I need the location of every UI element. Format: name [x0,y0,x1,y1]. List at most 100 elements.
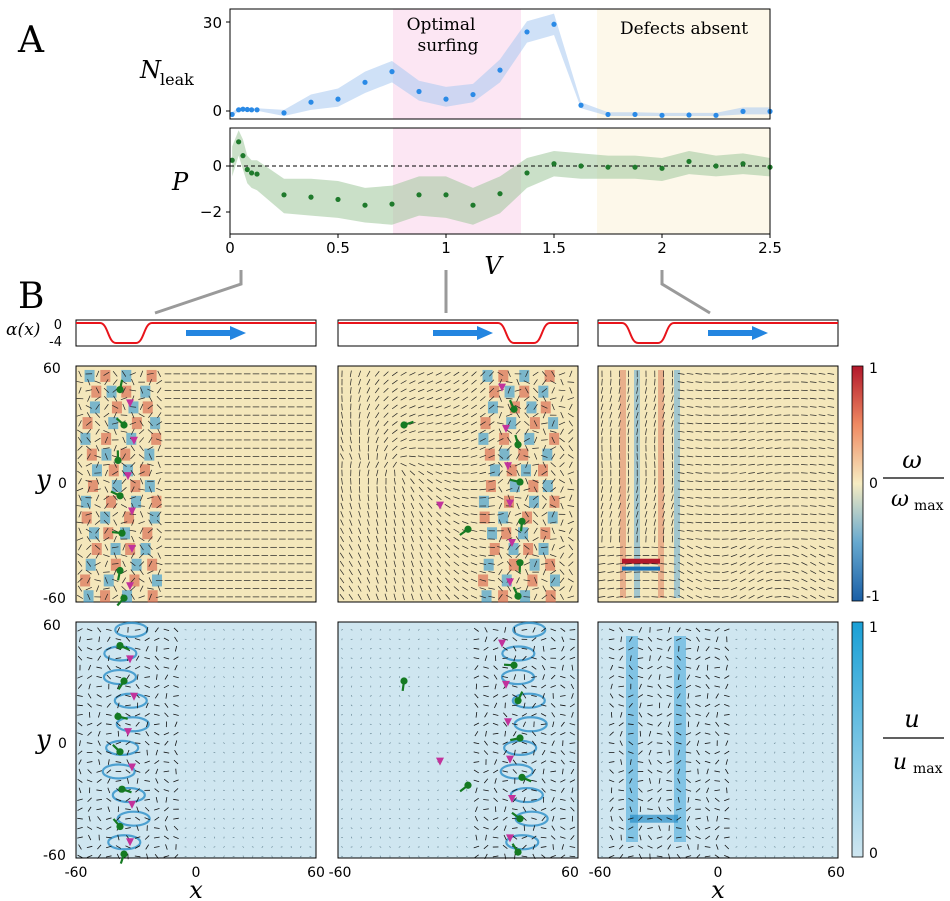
velocity-arrow [223,817,225,820]
velocity-arrow [261,808,264,811]
director-line [748,472,755,474]
director-line [139,569,144,576]
director-line [568,569,573,576]
director-line [550,462,556,468]
p-point [244,166,250,173]
velocity-arrow [764,808,766,811]
velocity-arrow [194,629,197,631]
director-line [532,413,539,418]
director-line [488,387,495,393]
director-line [818,570,826,574]
director-line [523,455,531,458]
director-line [739,488,747,491]
velocity-arrow [427,638,430,640]
velocity-arrow [309,647,312,650]
director-line [384,577,388,584]
director-line [678,545,685,550]
velocity-arrow [657,759,663,765]
vorticity-patch [106,495,116,508]
director-line [419,593,423,601]
director-line [644,511,648,518]
director-line [507,527,511,534]
director-line [122,544,126,551]
director-line [818,414,826,416]
minus-half-defect [128,507,136,516]
director-line [148,453,153,460]
director-line [818,447,826,450]
velocity-arrow [706,787,709,794]
director-line [122,436,126,444]
velocity-arrow [656,836,663,839]
director-line [721,562,729,565]
velocity-arrow [735,723,738,725]
director-line [757,529,764,532]
velocity-arrow [675,723,682,726]
velocity-arrow [163,807,169,812]
director-line [818,562,826,566]
velocity-colorbar: 1 0 u u max [851,620,944,862]
velocity-arrow [144,676,151,678]
director-line [479,530,487,532]
director-line [809,455,817,458]
velocity-arrow [608,722,615,726]
velocity-arrow [77,807,83,811]
director-line [409,447,416,449]
velocity-arrow [341,685,343,688]
director-line [567,536,574,542]
vorticity-patch [487,527,498,540]
director-line [112,503,118,509]
director-line [453,545,460,550]
velocity-arrow [173,731,179,736]
defect-orientation [403,420,414,427]
velocity-arrow [242,713,245,716]
vorticity-patch [549,574,560,587]
director-line [809,480,817,482]
velocity-arrow [774,657,776,660]
director-line [156,421,163,426]
director-line [95,404,100,410]
director-line [367,436,370,444]
velocity-arrow [569,779,576,783]
director-line [129,421,137,425]
velocity-arrow [619,730,623,737]
director-line [122,560,126,567]
director-line [600,519,604,526]
velocity-arrow [696,721,700,727]
velocity-arrow [389,761,391,763]
director-line [444,413,451,417]
director-line [695,373,703,375]
velocity-arrow [408,714,411,716]
director-line [671,486,674,493]
director-line [340,486,344,493]
velocity-arrow [550,789,557,792]
velocity-arrow [105,713,112,716]
director-line [453,447,460,450]
director-line [739,381,747,383]
director-line [479,421,486,426]
velocity-arrow [163,732,170,736]
director-line [349,494,352,502]
director-line [435,495,442,501]
velocity-arrow [492,836,499,839]
director-line [818,505,826,507]
velocity-arrow [144,835,150,840]
director-line [654,453,656,460]
velocity-arrow [184,827,187,829]
p-plot: 0 −2 P 0 0.5 1 1.5 2 2.5 V [171,127,782,280]
director-line [695,464,703,466]
velocity-arrow [704,742,711,744]
velocity-vortex [115,716,150,733]
director-line [95,527,100,534]
velocity-arrow [745,780,747,782]
vorticity-patch [80,574,91,587]
velocity-arrow [745,855,747,858]
director-line [488,412,495,418]
velocity-arrow [417,742,420,744]
director-line [418,470,425,476]
director-line [730,389,738,392]
velocity-arrow [473,845,480,849]
velocity-arrow [513,749,516,756]
director-line [695,505,703,507]
velocity-arrow [569,638,576,641]
director-line [695,488,703,491]
